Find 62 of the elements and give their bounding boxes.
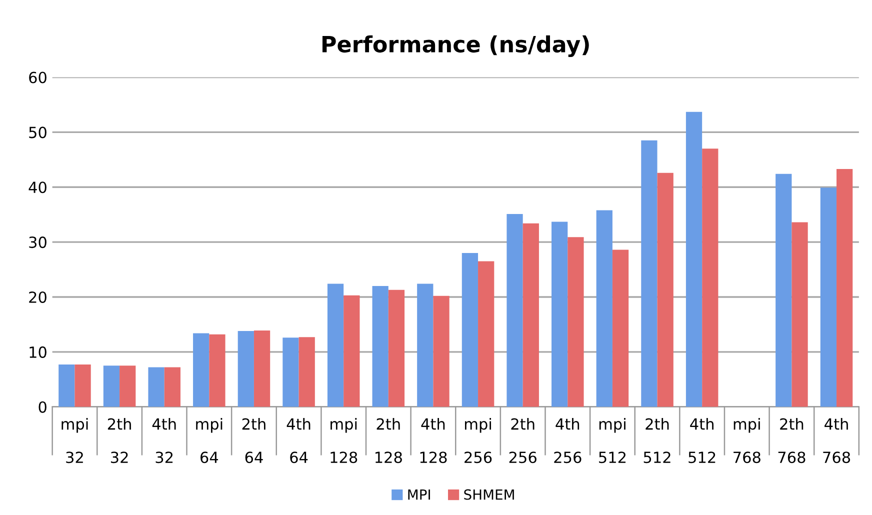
bar	[506, 214, 523, 407]
category-label: 2th 768	[778, 418, 806, 464]
y-tick-label: 50	[29, 126, 46, 138]
category-label: mpi 512	[599, 418, 626, 464]
bar	[568, 237, 584, 407]
category-label: mpi 128	[330, 418, 358, 464]
y-tick-label: 60	[29, 72, 46, 84]
y-tick-label: 0	[38, 401, 46, 413]
category-label: mpi 64	[196, 418, 222, 464]
category-label: 4th 768	[823, 418, 850, 464]
bar	[254, 330, 270, 407]
bar	[327, 284, 344, 407]
bar	[792, 222, 808, 407]
bar	[164, 367, 180, 407]
bar	[478, 261, 494, 407]
bar	[702, 148, 718, 407]
y-tick-label: 20	[29, 291, 46, 304]
bar	[612, 250, 629, 407]
category-label: 2th 512	[644, 418, 670, 464]
chart-title: Performance (ns/day)	[322, 35, 589, 58]
bar	[776, 174, 792, 407]
category-label: 4th 256	[554, 418, 582, 464]
bar	[686, 112, 702, 407]
bar	[344, 295, 360, 407]
bar	[820, 188, 837, 407]
bar	[282, 338, 299, 407]
bar	[462, 253, 478, 407]
category-label: mpi 32	[62, 418, 88, 464]
bar	[388, 290, 405, 407]
bar	[209, 334, 226, 407]
category-label: 4th 64	[286, 418, 310, 464]
category-label: 4th 128	[420, 418, 447, 464]
bar	[103, 366, 120, 407]
bar	[552, 222, 568, 407]
bar	[641, 140, 658, 407]
bar	[238, 331, 254, 407]
bar	[433, 296, 450, 407]
bar	[74, 364, 91, 407]
bar	[298, 337, 315, 407]
bar	[596, 210, 612, 407]
bar	[58, 364, 75, 407]
legend-label: SHMEM	[464, 489, 514, 500]
category-label: 4th 32	[152, 418, 176, 464]
category-label: 2th 128	[376, 418, 402, 464]
y-tick-label: 10	[30, 346, 46, 358]
bar	[657, 172, 674, 407]
category-label: mpi 256	[464, 418, 492, 464]
y-tick-label: 30	[29, 236, 46, 248]
bar	[193, 333, 210, 407]
bar	[372, 286, 388, 407]
bar	[148, 367, 164, 407]
category-label: 2th 32	[108, 418, 131, 464]
legend-label: MPI	[408, 489, 430, 500]
category-label: 2th 256	[509, 418, 536, 464]
category-label: 4th 512	[688, 418, 716, 464]
y-tick-label: 40	[28, 182, 46, 194]
bar	[522, 223, 539, 407]
category-label: mpi 768	[734, 418, 760, 464]
bar	[120, 366, 136, 407]
bar	[836, 168, 853, 407]
category-label: 2th 64	[242, 418, 266, 464]
bar	[417, 284, 434, 407]
